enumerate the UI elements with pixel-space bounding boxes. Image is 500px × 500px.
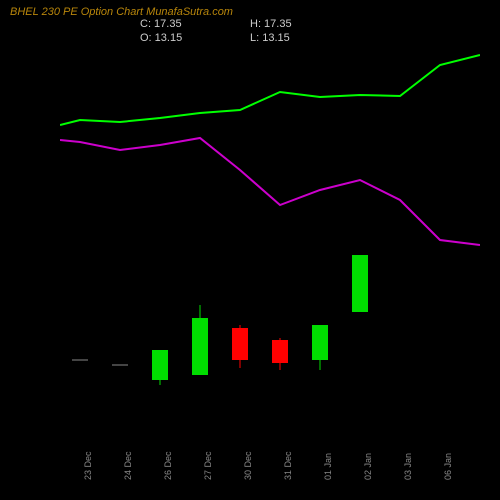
x-axis: 23 Dec 24 Dec 26 Dec 27 Dec 30 Dec 31 Dec 01 J… <box>60 430 480 490</box>
x-tick-label: 30 Dec <box>243 451 253 480</box>
x-tick-label: 06 Jan <box>443 453 453 480</box>
x-tick-label: 03 Jan <box>403 453 413 480</box>
chart-svg <box>60 50 480 430</box>
chart-plot-area <box>60 50 480 430</box>
ohlc-open: O: 13.15 <box>140 32 182 44</box>
x-tick-label: 23 Dec <box>83 451 93 480</box>
chart-container: BHEL 230 PE Option Chart MunafaSutra.com… <box>0 0 500 500</box>
x-tick-label: 24 Dec <box>123 451 133 480</box>
x-tick-label: 31 Dec <box>283 451 293 480</box>
ohlc-low: L: 13.15 <box>250 32 290 44</box>
chart-title: BHEL 230 PE Option Chart MunafaSutra.com <box>10 6 233 18</box>
x-tick-label: 27 Dec <box>203 451 213 480</box>
ohlc-close: C: 17.35 <box>140 18 182 30</box>
x-tick-label: 02 Jan <box>363 453 373 480</box>
x-tick-label: 01 Jan <box>323 453 333 480</box>
ohlc-high: H: 17.35 <box>250 18 292 30</box>
x-tick-label: 26 Dec <box>163 451 173 480</box>
